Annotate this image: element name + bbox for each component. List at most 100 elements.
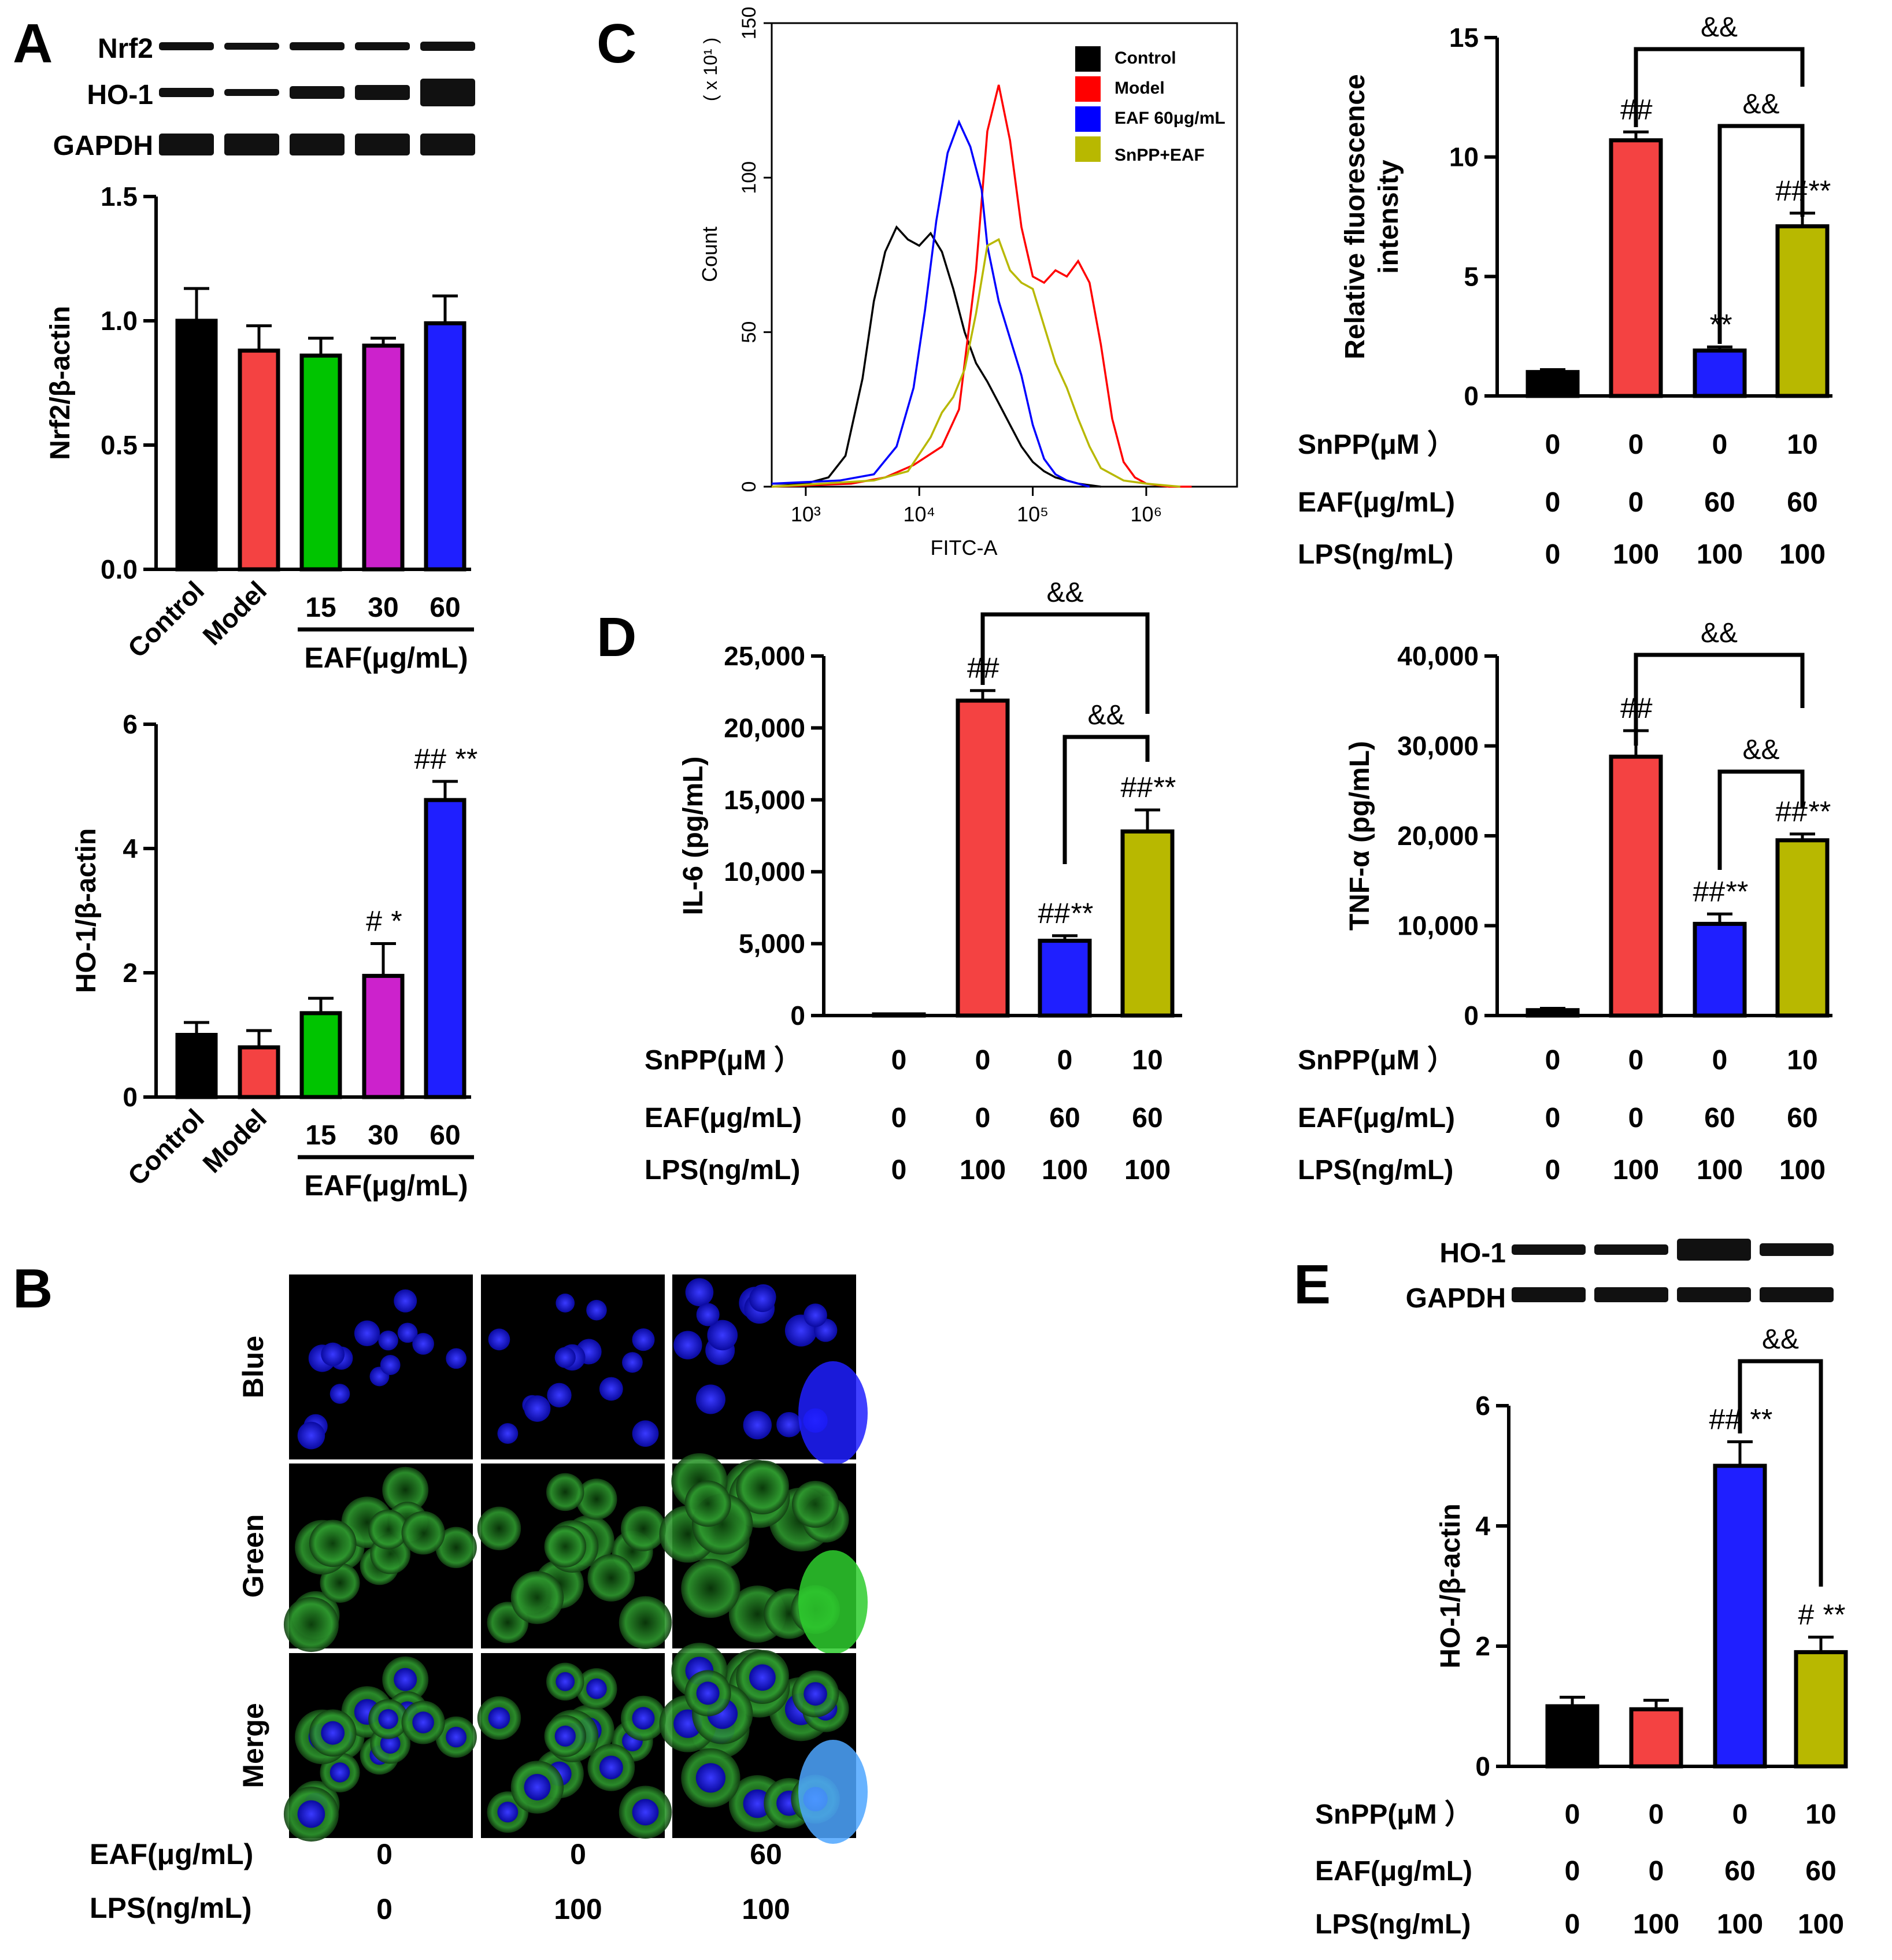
nucleus-stain: [524, 1774, 551, 1800]
nucleus-stain: [297, 1421, 325, 1450]
cytoplasm-stain: [681, 1558, 740, 1618]
nucleus-stain: [321, 1721, 345, 1745]
nucleus-stain: [412, 1333, 434, 1355]
blot-band: [224, 43, 279, 50]
blot-band: [1677, 1287, 1751, 1302]
condition-value: 100: [742, 1893, 790, 1925]
y-scale-label: ( x 10¹ ): [700, 38, 721, 101]
condition-value: 0: [975, 1045, 991, 1076]
dose-label: 30: [368, 1120, 398, 1151]
histogram-line: [771, 84, 1192, 488]
y-tick-label: 0: [790, 1001, 805, 1031]
y-tick-label: 2: [123, 958, 138, 988]
bar: [1609, 754, 1663, 1018]
blot-label: GAPDH: [53, 131, 153, 161]
nucleus-stain: [394, 1668, 417, 1691]
nucleus-stain: [497, 1423, 519, 1444]
condition-value: 100: [1697, 539, 1743, 570]
x-tick-label: 10⁴: [903, 502, 935, 526]
nucleus-stain: [622, 1352, 643, 1373]
blot-band: [1760, 1243, 1834, 1256]
significance-mark: ## **: [414, 743, 477, 775]
cytoplasm-stain: [283, 1597, 339, 1653]
western-blot-a: Nrf2 HO-1 GAPDH: [53, 34, 475, 161]
comparison-bracket: [1717, 769, 1805, 870]
fluorescence-micrographs: Blue Green Merge EAF(μg/mL) LPS(ng/mL) 0 0 60 0 1…: [90, 1274, 868, 1925]
category-label: Model: [197, 1103, 272, 1179]
legend-swatch: [1075, 46, 1101, 72]
condition-value: 0: [1565, 1799, 1580, 1830]
condition-value: 0: [376, 1893, 393, 1925]
y-tick-label: 6: [123, 709, 138, 739]
y-axis-label: Nrf2/β-actin: [45, 306, 76, 460]
chart-ho1-a: 0 2 4 6 HO-1/β-actin # * ## **: [71, 709, 477, 1112]
nucleus-stain: [673, 1331, 702, 1359]
y-tick-label: 30,000: [1397, 731, 1479, 761]
bar: [1120, 829, 1175, 1018]
blot-band: [1512, 1287, 1586, 1302]
nucleus-stain: [554, 1725, 576, 1747]
comparison-bracket: [1062, 735, 1150, 864]
condition-table-il6: SnPP(μM ） 0 0 0 10 EAF(μg/mL) 0 0 60 60 LPS(ng/mL)…: [645, 1045, 1171, 1185]
condition-value: 100: [1633, 1909, 1679, 1940]
bar: [872, 1012, 926, 1018]
y-tick-label: 100: [738, 161, 760, 194]
significance-mark: ##**: [1693, 875, 1748, 907]
condition-label: LPS(ng/mL): [1298, 1155, 1453, 1185]
nucleus-stain: [488, 1707, 510, 1729]
nucleus-stain: [586, 1299, 607, 1321]
significance-mark: # *: [365, 905, 402, 937]
cell-cluster: [798, 1361, 868, 1465]
bracket-label: &&: [1087, 700, 1124, 731]
bar: [424, 798, 466, 1099]
chart-nrf2: 0.0 0.5 1.0 1.5 Nrf2/β-actin: [45, 181, 471, 584]
nucleus-stain: [329, 1762, 350, 1783]
condition-value: 0: [1712, 1045, 1728, 1076]
x-axis-label: FITC-A: [931, 536, 998, 560]
y-tick-label: 15: [1449, 23, 1479, 53]
chart-il6: 0 5,000 10,000 15,000 20,000 25,000 IL-6 (pg/m…: [678, 577, 1182, 1031]
cytoplasm-stain: [736, 1461, 789, 1514]
bracket-label: &&: [1046, 577, 1083, 608]
nucleus-stain: [497, 1802, 519, 1822]
condition-value: 60: [1787, 1103, 1817, 1133]
blot-band: [159, 42, 214, 50]
condition-value: 0: [891, 1103, 907, 1133]
plot-frame: [771, 22, 1238, 488]
nucleus-stain: [776, 1411, 802, 1437]
nucleus-stain: [685, 1278, 714, 1306]
y-tick-label: 1.5: [101, 181, 138, 212]
y-axis-label: Relative fluorescence intensity: [1340, 74, 1404, 360]
bar: [1794, 1650, 1848, 1769]
comparison-bracket: [1738, 1359, 1823, 1587]
y-tick-label: 0: [1464, 381, 1479, 411]
dose-label: 15: [305, 1120, 336, 1151]
y-tick-label: 0: [738, 481, 760, 492]
nucleus-stain: [556, 1293, 575, 1313]
blot-band: [420, 42, 475, 51]
bar: [175, 1033, 218, 1099]
condition-label: EAF(μg/mL): [1315, 1856, 1472, 1887]
y-tick-label: 10: [1449, 142, 1479, 172]
comparison-bracket: [980, 612, 1150, 714]
nucleus-stain: [743, 1789, 772, 1818]
y-tick-label: 0.5: [101, 430, 138, 460]
y-tick-label: 15,000: [724, 785, 805, 815]
bracket-label: &&: [1742, 735, 1779, 765]
nucleus-stain: [378, 1330, 398, 1351]
comparison-bracket: [1634, 47, 1805, 127]
legend-label: EAF 60μg/mL: [1115, 109, 1225, 128]
nucleus-stain: [321, 1342, 345, 1366]
condition-value: 0: [1057, 1045, 1073, 1076]
stain-label: Blue: [237, 1336, 269, 1398]
condition-value: 0: [1732, 1799, 1748, 1830]
nucleus-stain: [599, 1377, 623, 1401]
bar: [1775, 224, 1830, 398]
nucleus-stain: [446, 1726, 467, 1748]
condition-value: 100: [1042, 1155, 1088, 1185]
blot-band: [290, 86, 345, 99]
condition-value: 10: [1805, 1799, 1836, 1830]
blot-band: [159, 88, 214, 97]
condition-table-c: SnPP(μM ） 0 0 0 10 EAF(μg/mL) 0 0 60 60 LPS(ng/mL)…: [1298, 429, 1826, 570]
